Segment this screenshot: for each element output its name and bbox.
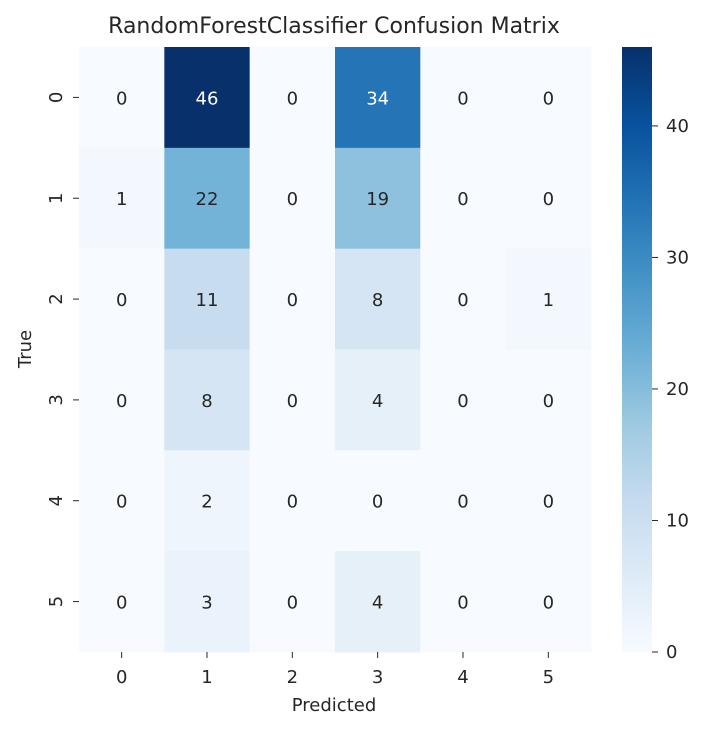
heatmap-cell — [505, 47, 592, 149]
cell-value-label: 8 — [372, 290, 383, 311]
cell-value-label: 0 — [116, 593, 127, 614]
cell-value-label: 0 — [287, 391, 298, 412]
heatmap-cell — [249, 349, 336, 451]
colorbar-tick-label: 10 — [666, 510, 689, 531]
heatmap-cell — [334, 349, 421, 451]
cell-value-label: 0 — [287, 492, 298, 513]
x-tick-label: 3 — [372, 667, 383, 688]
x-tick-label: 2 — [287, 667, 298, 688]
cell-value-label: 0 — [457, 88, 468, 109]
y-tick-label: 0 — [46, 92, 67, 103]
cell-value-label: 0 — [116, 391, 127, 412]
heatmap-cell — [164, 349, 251, 451]
cell-value-label: 0 — [116, 88, 127, 109]
heatmap-cell — [420, 450, 507, 552]
heatmap-cell — [334, 147, 421, 250]
heatmap-cell — [79, 349, 165, 451]
cell-value-label: 22 — [196, 189, 219, 210]
x-axis-label: Predicted — [292, 695, 377, 716]
cell-value-label: 0 — [543, 593, 554, 614]
cell-value-label: 0 — [457, 492, 468, 513]
cell-value-label: 0 — [457, 290, 468, 311]
cell-value-label: 34 — [366, 88, 389, 109]
cell-value-label: 0 — [116, 492, 127, 513]
heatmap-cell — [420, 47, 507, 149]
cell-value-label: 3 — [201, 593, 212, 614]
cell-value-label: 11 — [196, 290, 219, 311]
heatmap-cell — [505, 349, 592, 451]
x-tick-label: 0 — [116, 667, 127, 688]
cell-value-label: 1 — [116, 189, 127, 210]
cell-value-label: 0 — [543, 391, 554, 412]
heatmap-cell — [79, 551, 165, 653]
colorbar-tick-label: 20 — [666, 379, 689, 400]
cell-value-label: 0 — [543, 88, 554, 109]
x-tick-label: 4 — [457, 667, 468, 688]
y-tick-label: 3 — [46, 394, 67, 405]
heatmap-cell — [164, 147, 251, 250]
y-tick-label: 5 — [46, 596, 67, 607]
heatmap-cell — [164, 248, 251, 350]
cell-value-label: 0 — [116, 290, 127, 311]
y-tick-label: 2 — [46, 293, 67, 304]
heatmap-cell — [334, 450, 421, 552]
cell-value-label: 0 — [543, 189, 554, 210]
heatmap-cell — [164, 47, 251, 149]
cell-value-label: 0 — [287, 593, 298, 614]
cell-value-label: 0 — [287, 88, 298, 109]
heatmap-cell — [420, 551, 507, 653]
colorbar-ticks: 0 10 20 30 40 — [652, 116, 689, 663]
heatmap-cell — [334, 47, 421, 149]
x-tick-label: 5 — [543, 667, 554, 688]
heatmap-cell — [420, 248, 507, 350]
heatmap-cell — [79, 450, 165, 552]
cell-value-label: 0 — [457, 189, 468, 210]
cell-value-label: 4 — [372, 391, 383, 412]
y-tick-label: 1 — [46, 193, 67, 204]
heatmap-cell — [79, 147, 165, 250]
heatmap-cell — [249, 551, 336, 653]
cell-value-label: 19 — [366, 189, 389, 210]
heatmap-cell — [79, 248, 165, 350]
heatmap-cell — [420, 349, 507, 451]
heatmap-cell — [79, 47, 165, 149]
heatmap-cell — [505, 248, 592, 350]
colorbar-gradient — [622, 47, 652, 652]
heatmap-cell — [249, 450, 336, 552]
cell-value-label: 0 — [287, 290, 298, 311]
cell-value-label: 0 — [372, 492, 383, 513]
chart-title: RandomForestClassifier Confusion Matrix — [108, 14, 560, 39]
cell-value-label: 0 — [543, 492, 554, 513]
heatmap-cell — [249, 147, 336, 250]
cell-value-label: 1 — [543, 290, 554, 311]
heatmap-cell — [420, 147, 507, 250]
x-tick-label: 1 — [201, 667, 212, 688]
cell-value-label: 0 — [287, 189, 298, 210]
heatmap-cell — [249, 248, 336, 350]
y-tick-label: 4 — [46, 495, 67, 506]
heatmap-cells: 0 46 0 34 0 0 1 22 0 19 0 0 0 11 0 8 0 1 0 8 0 4 0 0 0 2 0 0 0 0 0 3 0 4 0… — [79, 47, 592, 653]
cell-value-label: 8 — [201, 391, 212, 412]
y-axis-ticks: 0 1 2 3 4 5 — [46, 92, 79, 607]
colorbar-tick-label: 30 — [666, 247, 689, 268]
x-axis-ticks: 0 1 2 3 4 5 — [116, 651, 554, 688]
heatmap-cell — [334, 551, 421, 653]
y-axis-label: True — [15, 330, 36, 369]
heatmap-cell — [164, 450, 251, 552]
heatmap-cell — [334, 248, 421, 350]
heatmap-cell — [505, 551, 592, 653]
heatmap-cell — [505, 450, 592, 552]
colorbar-tick-label: 0 — [666, 642, 677, 663]
cell-value-label: 0 — [457, 593, 468, 614]
heatmap-cell — [249, 47, 336, 149]
colorbar: 0 10 20 30 40 — [622, 47, 689, 663]
heatmap-cell — [505, 147, 592, 250]
colorbar-tick-label: 40 — [666, 116, 689, 137]
heatmap-cell — [164, 551, 251, 653]
cell-value-label: 46 — [196, 88, 219, 109]
cell-value-label: 2 — [201, 492, 212, 513]
cell-value-label: 0 — [457, 391, 468, 412]
cell-value-label: 4 — [372, 593, 383, 614]
